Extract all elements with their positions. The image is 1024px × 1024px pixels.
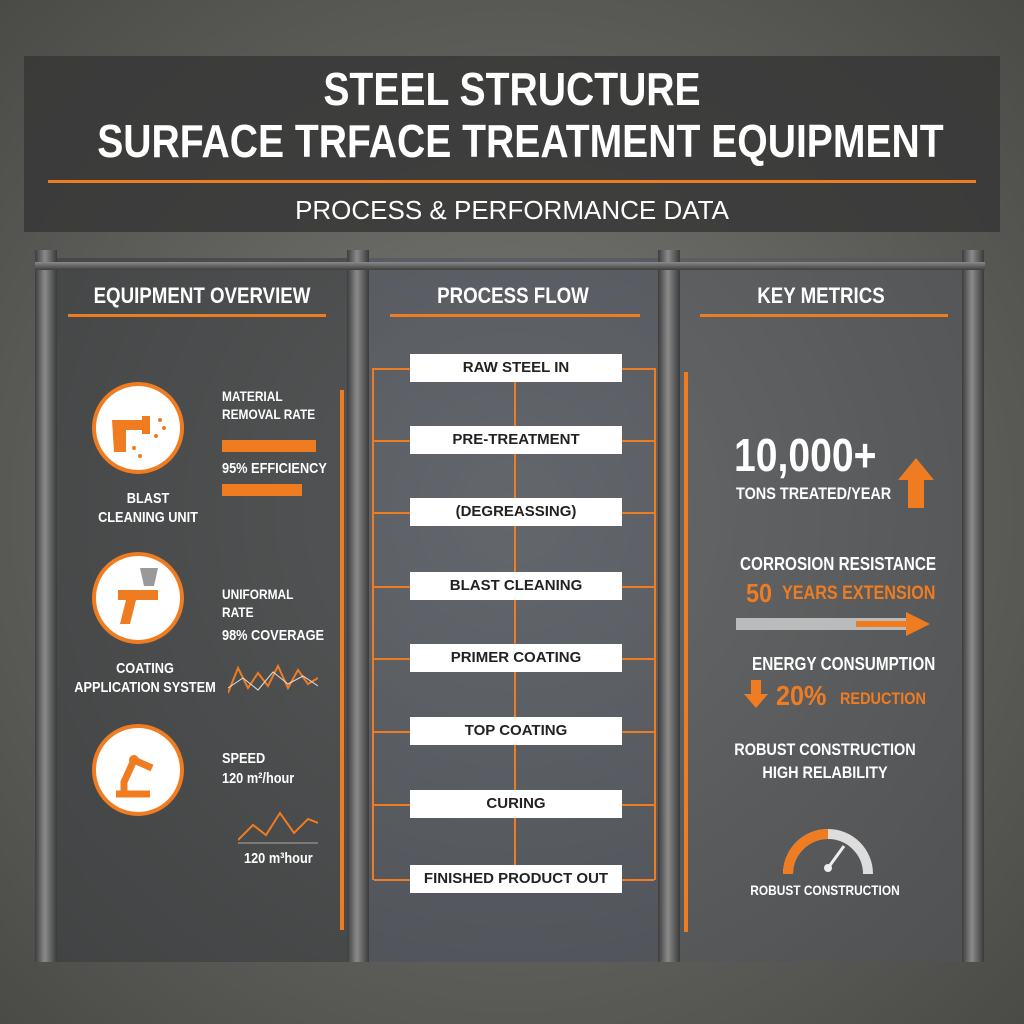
connector	[374, 368, 410, 370]
metric-value: 20%	[776, 680, 827, 711]
metric-label: UNIFORMAL	[222, 586, 294, 602]
connector	[622, 731, 654, 733]
steel-column	[962, 250, 984, 962]
divider	[48, 180, 976, 183]
title: SURFACE TRFACE TREATMENT EQUIPMENT	[97, 115, 944, 167]
panel-bg	[670, 258, 972, 962]
blast-icon	[92, 382, 184, 474]
header-box	[24, 56, 1000, 232]
divider	[390, 314, 640, 317]
steel-column	[35, 250, 57, 962]
metric-value: 98% COVERAGE	[222, 627, 325, 644]
connector	[374, 879, 410, 881]
metric-label: REMOVAL RATE	[222, 406, 316, 422]
flow-arrow	[514, 818, 516, 865]
divider	[700, 314, 948, 317]
accent-bar	[340, 390, 344, 930]
metric-big: 10,000+	[734, 429, 877, 481]
connector	[374, 804, 410, 806]
metric-unit: REDUCTION	[840, 689, 926, 708]
panel-heading: PROCESS FLOW	[437, 283, 589, 308]
line-graphic	[238, 811, 318, 844]
connector	[622, 879, 654, 881]
connector	[622, 368, 654, 370]
connector	[374, 731, 410, 733]
up-arrow	[898, 458, 934, 508]
metric-unit: YEARS EXTENSION	[782, 583, 936, 604]
metric-value: 50	[746, 578, 773, 608]
metric-label: ROBUST CONSTRUCTION	[734, 740, 916, 759]
panel-heading: EQUIPMENT OVERVIEW	[93, 283, 311, 308]
equipment-name: BLAST	[126, 490, 170, 507]
process-step: FINISHED PRODUCT OUT	[410, 865, 622, 893]
process-step: (DEGREASSING)	[410, 498, 622, 526]
flow-arrow	[514, 526, 516, 572]
steel-column	[658, 250, 680, 962]
divider	[68, 314, 326, 317]
process-step: PRIMER COATING	[410, 644, 622, 672]
flow-arrow	[514, 454, 516, 498]
metric-label: CORROSION RESISTANCE	[740, 554, 937, 574]
metric-value: 95% EFFICIENCY	[222, 460, 327, 477]
gauge	[783, 829, 873, 875]
flow-arrow	[514, 745, 516, 790]
connector	[622, 804, 654, 806]
metric-label: SPEED	[222, 750, 266, 767]
connector	[622, 512, 654, 514]
process-step: RAW STEEL IN	[410, 354, 622, 382]
loop-line	[372, 368, 374, 880]
flow-arrow	[514, 672, 516, 717]
connector	[374, 586, 410, 588]
down-arrow	[744, 680, 768, 708]
metric-label: TONS TREATED/YEAR	[736, 484, 892, 503]
right-arrow	[736, 612, 930, 636]
process-step: TOP COATING	[410, 717, 622, 745]
connector	[374, 658, 410, 660]
equipment-name: COATING	[116, 660, 174, 677]
robot-arm-icon	[92, 724, 184, 816]
metric-label: RATE	[222, 604, 254, 620]
connector	[622, 440, 654, 442]
gauge-label: ROBUST CONSTRUCTION	[750, 882, 900, 898]
process-step: PRE-TREATMENT	[410, 426, 622, 454]
flow-arrow	[514, 382, 516, 426]
steel-beam	[35, 262, 985, 270]
subtitle: PROCESS & PERFORMANCE DATA	[295, 195, 729, 225]
panel-heading: KEY METRICS	[757, 283, 885, 308]
connector	[622, 658, 654, 660]
chart-caption: 120 m³hour	[244, 850, 313, 867]
title: STEEL STRUCTURE	[323, 63, 701, 115]
metric-label: HIGH RELABILITY	[762, 763, 888, 782]
loop-line	[654, 368, 656, 880]
equipment-name: CLEANING UNIT	[98, 509, 198, 526]
process-step: CURING	[410, 790, 622, 818]
metric-value: 120 m²/hour	[222, 770, 295, 787]
equipment-name: APPLICATION SYSTEM	[74, 679, 216, 696]
connector	[374, 512, 410, 514]
spray-gun-icon	[92, 552, 184, 644]
bar	[222, 484, 302, 496]
wave-graphic	[228, 663, 318, 694]
bar	[222, 440, 316, 452]
connector	[622, 586, 654, 588]
accent-bar	[684, 372, 688, 932]
steel-column	[347, 250, 369, 962]
process-step: BLAST CLEANING	[410, 572, 622, 600]
flow-arrow	[514, 600, 516, 644]
metric-label: ENERGY CONSUMPTION	[752, 654, 936, 674]
connector	[374, 440, 410, 442]
metric-label: MATERIAL	[222, 388, 283, 404]
